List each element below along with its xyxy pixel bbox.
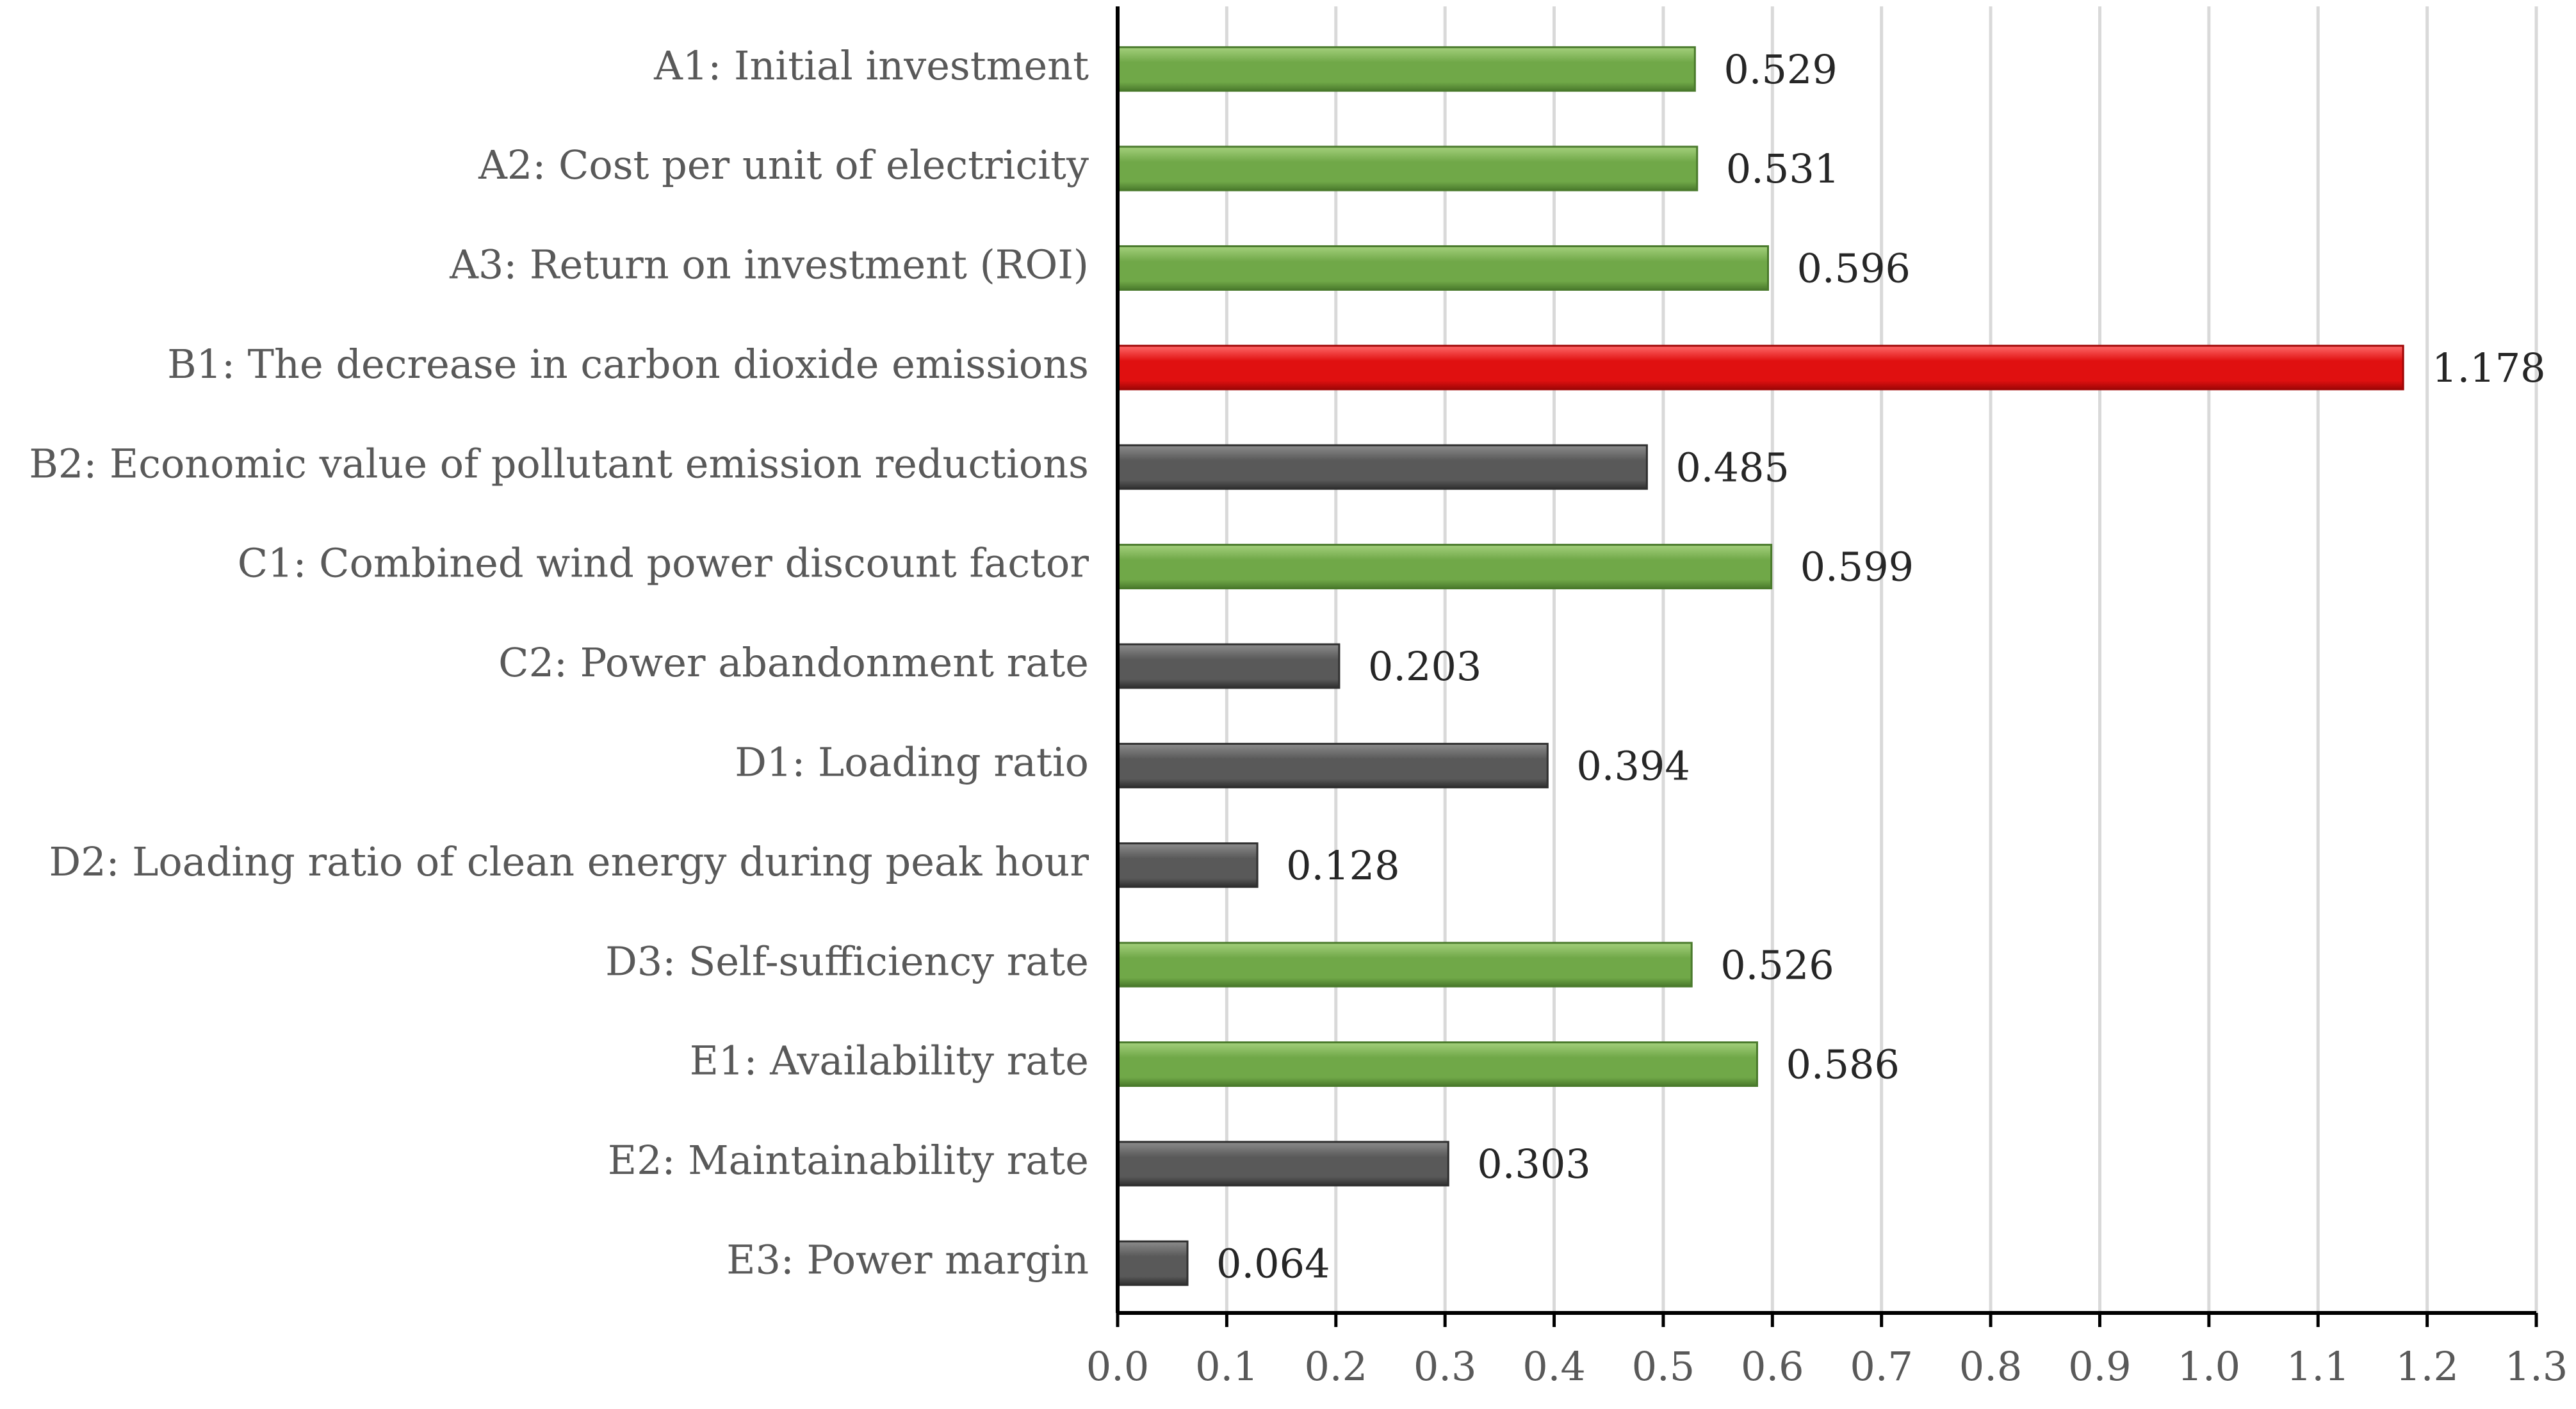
x-tick-label: 0.2	[1304, 1343, 1367, 1390]
bar-8	[1116, 742, 1549, 788]
labels: A1: Initial investment A2: Cost per unit …	[29, 42, 2568, 1390]
x-tick-label: 0.4	[1522, 1343, 1586, 1390]
data-label: 0.526	[1720, 941, 1834, 988]
data-label: 0.203	[1368, 643, 1482, 690]
bar-2	[1116, 145, 1699, 191]
category-label: A3: Return on investment (ROI)	[449, 241, 1089, 288]
x-tick-label: 0.5	[1632, 1343, 1695, 1390]
data-label: 0.485	[1675, 444, 1789, 491]
x-tick-label: 1.0	[2178, 1343, 2241, 1390]
x-tick-label: 0.3	[1414, 1343, 1477, 1390]
category-label: A2: Cost per unit of electricity	[478, 142, 1089, 188]
data-label: 0.529	[1724, 46, 1838, 93]
x-tick-label: 0.1	[1195, 1343, 1259, 1390]
x-tick-label: 0.7	[1850, 1343, 1913, 1390]
category-label: C2: Power abandonment rate	[498, 639, 1089, 686]
x-tick-label: 1.1	[2287, 1343, 2350, 1390]
x-tick-label: 0.6	[1741, 1343, 1804, 1390]
bar-9	[1116, 842, 1259, 888]
bar-12	[1116, 1141, 1449, 1187]
gridlines	[1225, 6, 2538, 1313]
data-label: 0.599	[1800, 544, 1914, 590]
category-label: B2: Economic value of pollutant emission…	[29, 440, 1089, 487]
x-tick-label: 1.3	[2505, 1343, 2568, 1390]
bar-13	[1116, 1240, 1189, 1286]
category-label: B1: The decrease in carbon dioxide emiss…	[167, 341, 1089, 387]
category-label: E2: Maintainability rate	[608, 1137, 1089, 1184]
data-label: 0.303	[1477, 1141, 1591, 1187]
category-label: D3: Self-sufficiency rate	[605, 938, 1089, 984]
data-label: 0.596	[1797, 245, 1911, 292]
category-label: E3: Power margin	[726, 1236, 1089, 1283]
data-label: 0.064	[1216, 1240, 1330, 1287]
x-tick-label: 1.2	[2395, 1343, 2459, 1390]
data-label: 0.394	[1576, 742, 1690, 789]
bar-4	[1116, 345, 2404, 391]
bar-10	[1116, 941, 1693, 988]
category-label: E1: Availability rate	[690, 1038, 1089, 1084]
bar-6	[1116, 544, 1773, 590]
category-label: A1: Initial investment	[653, 42, 1089, 89]
x-tick-label: 0.9	[2068, 1343, 2132, 1390]
bar-3	[1116, 245, 1769, 291]
data-label: 0.531	[1726, 145, 1840, 192]
bar-1	[1116, 46, 1696, 92]
bar-7	[1116, 643, 1341, 689]
data-label: 1.178	[2432, 345, 2546, 391]
category-label: D1: Loading ratio	[735, 738, 1089, 785]
data-label: 0.128	[1286, 842, 1400, 889]
bar-11	[1116, 1041, 1758, 1087]
bar-5	[1116, 444, 1648, 490]
category-label: D2: Loading ratio of clean energy during…	[49, 838, 1089, 885]
x-tick-label: 0.8	[1959, 1343, 2023, 1390]
category-label: C1: Combined wind power discount factor	[238, 540, 1089, 587]
x-tick-label: 0.0	[1086, 1343, 1150, 1390]
data-label: 0.586	[1786, 1041, 1900, 1088]
bars	[1116, 46, 2404, 1286]
axes	[1116, 6, 2538, 1327]
